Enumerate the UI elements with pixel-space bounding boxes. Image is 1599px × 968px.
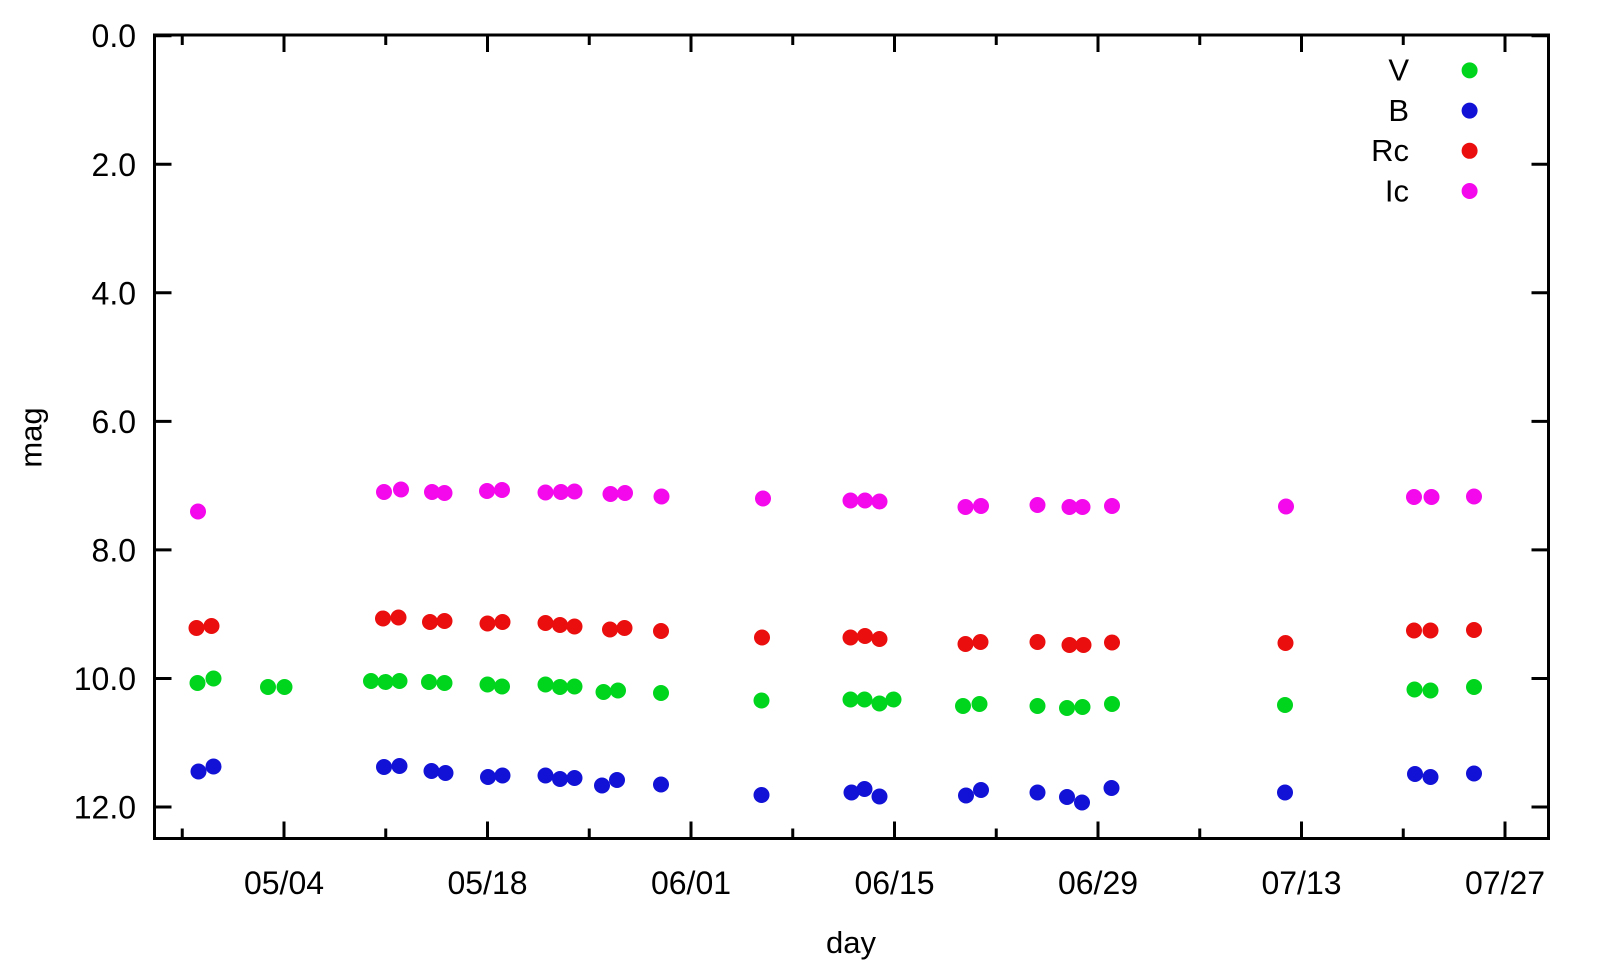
- svg-text:4.0: 4.0: [92, 275, 136, 311]
- svg-text:10.0: 10.0: [74, 661, 136, 697]
- svg-text:mag: mag: [14, 407, 49, 467]
- svg-text:B: B: [1388, 93, 1409, 128]
- svg-text:12.0: 12.0: [74, 790, 136, 826]
- svg-text:day: day: [826, 925, 876, 960]
- svg-text:0.0: 0.0: [92, 18, 136, 54]
- svg-text:V: V: [1388, 53, 1409, 88]
- svg-text:06/15: 06/15: [854, 865, 934, 901]
- svg-text:06/01: 06/01: [651, 865, 731, 901]
- svg-text:2.0: 2.0: [92, 147, 136, 183]
- svg-text:05/04: 05/04: [244, 865, 324, 901]
- svg-text:Ic: Ic: [1385, 173, 1409, 208]
- svg-text:07/27: 07/27: [1465, 865, 1545, 901]
- svg-text:8.0: 8.0: [92, 532, 136, 568]
- svg-text:6.0: 6.0: [92, 404, 136, 440]
- svg-text:07/13: 07/13: [1261, 865, 1341, 901]
- svg-text:05/18: 05/18: [447, 865, 527, 901]
- svg-text:06/29: 06/29: [1058, 865, 1138, 901]
- svg-text:Rc: Rc: [1371, 133, 1409, 168]
